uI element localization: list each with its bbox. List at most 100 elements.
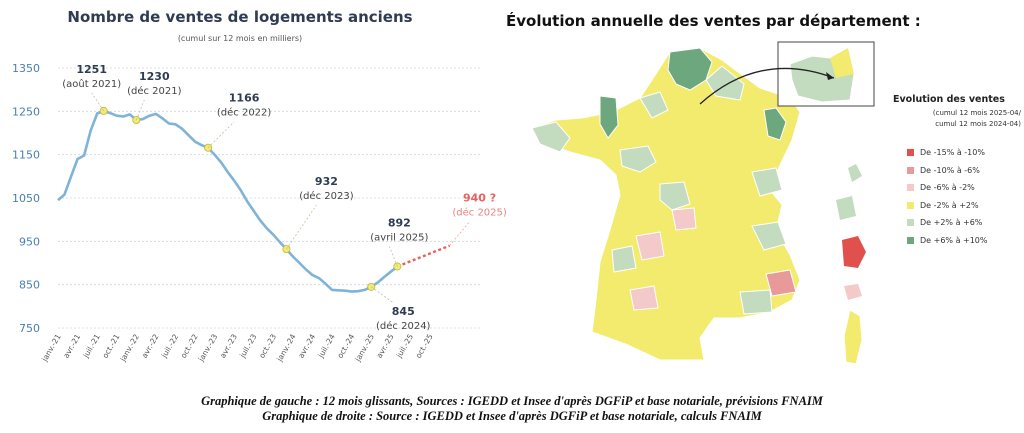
x-tick-label: oct.-25 <box>414 332 435 359</box>
left-chart-title: Nombre de ventes de logements anciens <box>67 8 413 26</box>
annotation-value: 940 ? <box>463 192 496 205</box>
x-tick-label: janv.-21 <box>39 332 62 363</box>
x-tick-label: oct.-23 <box>257 332 278 359</box>
region-plus2-ouest <box>619 145 657 173</box>
legend-subtitle-line1: (cumul 12 mois 2025-04/ <box>932 109 1021 117</box>
inset-arrowhead <box>826 72 834 80</box>
region-plus6-nord <box>667 47 713 91</box>
region-minus2-centre <box>671 207 697 231</box>
region-plus2-est2 <box>751 167 783 197</box>
legend-label: De +6% à +10% <box>920 235 988 245</box>
annotation-value: 932 <box>315 175 338 188</box>
overseas-2 <box>836 196 856 220</box>
x-tick-label: juil.-24 <box>316 332 337 360</box>
x-tick-label: juil.-21 <box>81 332 102 360</box>
x-tick-label: juil.-25 <box>394 332 415 360</box>
legend-label: De -2% à +2% <box>920 200 979 210</box>
x-tick-label: avr.-22 <box>140 332 161 359</box>
legend-items: De -15% à -10% De -10% à -6% De -6% à -2% D… <box>893 144 1021 249</box>
x-tick-label: avr.-23 <box>218 332 239 359</box>
annotation-date: (déc 2024) <box>376 320 431 332</box>
annotation-date: (déc 2021) <box>127 85 182 97</box>
region-plus2-sud <box>739 289 773 315</box>
region-minus6-rhone <box>765 269 797 297</box>
series-line-forecast <box>396 244 451 268</box>
region-plus6-normandie <box>599 95 619 139</box>
annotation-date: (août 2021) <box>62 78 121 90</box>
annotation-leader <box>286 204 317 250</box>
annotation-date: (déc 2023) <box>299 190 354 202</box>
annotation-value: 1230 <box>139 70 170 83</box>
france-department-map <box>531 41 875 365</box>
left-chart-subtitle: (cumul sur 12 mois en milliers) <box>177 34 303 43</box>
legend-title: Evolution des ventes <box>893 94 1005 105</box>
y-tick-label: 750 <box>19 322 40 335</box>
map-legend: Evolution des ventes (cumul 12 mois 2025… <box>893 94 1021 249</box>
y-tick-label: 1150 <box>12 149 40 162</box>
region-plus6-est <box>763 107 787 141</box>
data-marker <box>204 143 213 152</box>
x-tick-label: avr.-24 <box>296 332 317 359</box>
legend-item: De -2% à +2% <box>893 197 1021 215</box>
annotation-date: (déc 2022) <box>217 107 272 119</box>
y-tick-label: 850 <box>19 279 40 292</box>
legend-item: De +6% à +10% <box>893 232 1021 250</box>
x-tick-label: oct.-22 <box>179 332 200 359</box>
legend-label: De +2% à +6% <box>920 218 983 228</box>
overseas-3 <box>842 236 866 268</box>
x-tick-label: avr.-21 <box>61 332 82 359</box>
region-minus2-sudouest <box>629 285 659 311</box>
inset-yellow <box>830 48 854 78</box>
annotations: 1251 (août 2021) 1230 (déc 2021) 1166 (déc 20… <box>62 63 507 332</box>
legend-subtitle: (cumul 12 mois 2025-04/ cumul 12 mois 20… <box>893 108 1021 130</box>
legend-swatch <box>907 236 914 244</box>
annotation-leader <box>388 246 398 267</box>
region-plus2-bretagne <box>531 121 571 153</box>
legend-label: De -15% à -10% <box>920 148 985 158</box>
y-tick-label: 950 <box>19 235 40 248</box>
annotation-leader <box>207 121 235 149</box>
y-tick-label: 1250 <box>12 105 40 118</box>
annotation-value: 1251 <box>76 63 107 76</box>
region-plus2-alpes <box>751 221 787 251</box>
y-tick-labels: 750 850 950 1050 1150 1250 1350 <box>12 62 40 335</box>
legend-swatch <box>907 149 914 157</box>
x-tick-label: juil.-22 <box>159 332 180 360</box>
legend-swatch <box>907 219 914 227</box>
annotation-leader <box>371 286 394 304</box>
region-plus2-centre <box>659 181 691 211</box>
x-tick-label: juil.-23 <box>237 332 258 360</box>
x-tick-label: oct.-24 <box>335 332 356 359</box>
region-minus2-massif <box>635 231 665 261</box>
y-tick-label: 1350 <box>12 62 40 75</box>
y-tick-label: 1050 <box>12 192 40 205</box>
annotation-date: (avril 2025) <box>370 232 428 243</box>
x-tick-labels: janv.-21avr.-21juil.-21oct.-21janv.-22av… <box>39 332 434 363</box>
legend-label: De -6% à -2% <box>920 183 975 193</box>
figure-caption: Graphique de gauche : 12 mois glissants,… <box>0 394 1024 424</box>
caption-line1: Graphique de gauche : 12 mois glissants,… <box>201 394 823 408</box>
legend-swatch <box>907 184 914 192</box>
legend-swatch <box>907 201 914 209</box>
legend-swatch <box>907 166 914 174</box>
annotation-date: (déc 2025) <box>452 207 507 219</box>
annotation-leader <box>135 99 145 121</box>
series-line-actual <box>57 109 399 293</box>
inset-arrow <box>699 67 835 105</box>
overseas-1 <box>848 164 862 182</box>
legend-label: De -10% à -6% <box>920 165 980 175</box>
right-chart-title: Évolution annuelle des ventes par départ… <box>506 12 921 30</box>
annotation-value: 845 <box>392 305 415 318</box>
overseas-4 <box>844 284 862 300</box>
annotation-value: 1166 <box>229 92 260 105</box>
corsica <box>843 309 863 365</box>
legend-item: De -15% à -10% <box>893 144 1021 162</box>
region-plus2-sudouest <box>611 245 637 273</box>
annotation-leader <box>449 221 470 246</box>
caption-line2: Graphique de droite : Source : IGEDD et … <box>262 409 762 423</box>
x-tick-label: avr.-25 <box>375 332 396 359</box>
legend-item: De +2% à +6% <box>893 214 1021 232</box>
legend-subtitle-line2: cumul 12 mois 2024-04) <box>935 120 1021 128</box>
